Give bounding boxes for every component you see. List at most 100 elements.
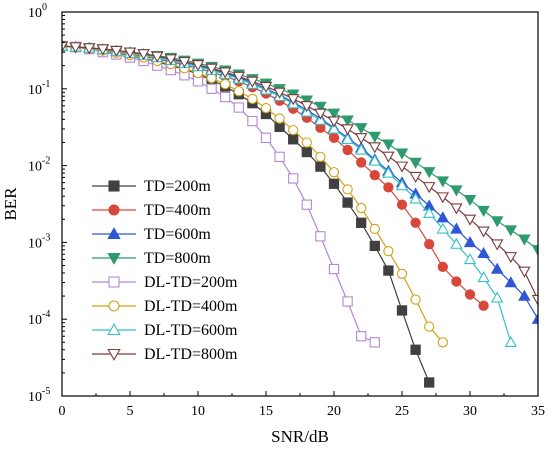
data-point	[369, 170, 380, 181]
data-point	[383, 265, 394, 276]
data-point	[383, 245, 394, 257]
y-tick-base: 10	[28, 390, 42, 405]
data-point	[123, 47, 137, 59]
data-point	[477, 271, 490, 283]
legend-marker	[108, 300, 120, 312]
data-point	[478, 300, 489, 311]
legend-item: TD=400m	[92, 202, 211, 219]
data-point	[315, 151, 326, 162]
series-line	[62, 45, 512, 343]
data-point	[82, 43, 96, 55]
data-point	[218, 67, 232, 79]
data-point	[342, 144, 353, 156]
data-point	[327, 108, 341, 120]
data-point	[233, 102, 244, 113]
data-point	[382, 166, 395, 178]
legend-label: TD=800m	[144, 250, 211, 267]
data-point	[301, 146, 312, 158]
data-point	[315, 161, 326, 172]
data-point	[356, 202, 367, 214]
data-point	[354, 133, 368, 145]
data-point	[490, 262, 504, 274]
data-point	[260, 132, 272, 143]
y-axis-title: BER	[1, 187, 20, 221]
data-point	[490, 291, 504, 303]
legend-item: DL-TD=200m	[92, 274, 238, 291]
data-point	[463, 214, 477, 226]
data-point	[206, 72, 217, 84]
y-tick-base: 10	[28, 160, 42, 175]
legend-label: TD=400m	[144, 202, 211, 219]
data-point	[259, 81, 273, 93]
y-tick-exponent: 0	[42, 2, 47, 13]
data-point	[164, 54, 178, 66]
data-point	[396, 199, 408, 210]
data-point	[382, 139, 395, 151]
data-point	[422, 182, 436, 194]
data-point	[288, 173, 299, 184]
data-point	[301, 199, 312, 210]
legend-item: DL-TD=400m	[92, 298, 238, 315]
y-tick-exponent: -3	[42, 232, 50, 243]
legend-marker	[108, 204, 120, 216]
legend-label: TD=200m	[144, 178, 211, 195]
data-point	[341, 115, 354, 127]
series-line	[62, 45, 484, 307]
legend-label: DL-TD=800m	[144, 346, 238, 363]
legend-marker	[107, 323, 121, 336]
legend-marker	[107, 348, 121, 361]
data-point	[327, 122, 341, 134]
data-point	[274, 151, 285, 162]
y-tick-label: 10	[28, 236, 42, 251]
data-point	[356, 157, 367, 168]
x-tick-label: 35	[531, 404, 545, 419]
data-point	[341, 132, 354, 144]
y-tick-base: 10	[28, 236, 42, 251]
data-point	[409, 157, 422, 169]
data-point	[369, 337, 380, 348]
data-point	[274, 113, 285, 124]
data-point	[464, 289, 476, 300]
y-tick-label: 10	[28, 313, 42, 328]
data-point	[437, 261, 448, 273]
data-point	[328, 178, 340, 189]
data-point	[437, 337, 448, 348]
y-tick-label: 10	[28, 390, 42, 405]
data-point	[396, 305, 408, 316]
data-point	[369, 240, 380, 252]
data-point	[342, 296, 353, 307]
data-point	[410, 344, 421, 355]
data-point	[450, 185, 463, 197]
data-point	[150, 51, 164, 63]
data-point	[301, 137, 312, 148]
data-point	[410, 294, 421, 305]
data-point	[409, 171, 422, 183]
data-point	[490, 239, 504, 251]
series-line	[62, 45, 538, 320]
data-point	[314, 101, 327, 113]
data-point	[395, 179, 409, 191]
x-axis-title: SNR/dB	[271, 427, 329, 446]
series-group	[62, 39, 538, 388]
data-point	[477, 226, 490, 238]
data-point	[328, 263, 340, 275]
y-tick-label: 10	[28, 160, 42, 175]
data-point	[424, 377, 435, 388]
data-point	[395, 148, 409, 160]
data-point	[436, 211, 450, 223]
data-point	[450, 203, 463, 215]
data-point	[354, 123, 368, 135]
legend-label: DL-TD=200m	[144, 274, 238, 291]
data-point	[450, 237, 463, 249]
data-point	[260, 102, 272, 114]
legend-item: TD=600m	[92, 226, 211, 243]
x-tick-label: 25	[395, 404, 409, 419]
x-tick-label: 0	[59, 404, 66, 419]
legend-marker	[107, 252, 121, 265]
data-point	[504, 252, 518, 264]
data-point	[463, 235, 477, 248]
series-dl-td-400m	[62, 40, 448, 348]
data-point	[220, 78, 231, 90]
